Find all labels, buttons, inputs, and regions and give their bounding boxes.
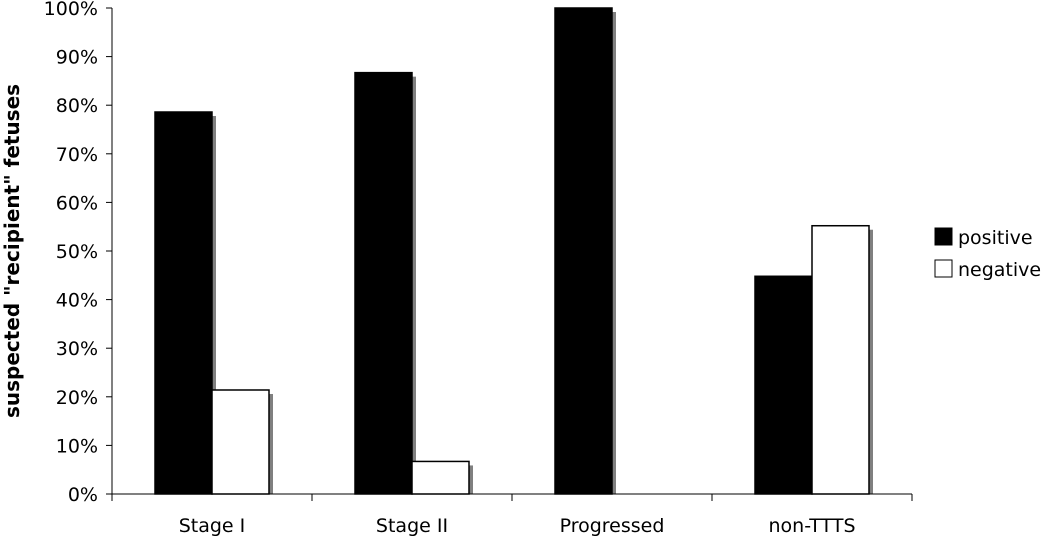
x-category-label: Stage II [376,515,448,537]
bar-positive [554,7,613,495]
y-axis-title: suspected "recipient" fetuses [0,84,24,418]
x-category-label: Progressed [560,515,665,537]
bar-positive [754,275,813,495]
bar-negative [411,460,470,495]
legend-label-negative: negative [958,259,1041,281]
bar-negative [211,389,270,495]
x-category-label: Stage I [179,515,246,537]
bar-negative [811,224,870,495]
legend-label-positive: positive [958,227,1033,249]
y-tick-label: 60% [56,192,98,214]
legend: positive negative [934,227,1041,281]
legend-swatch-negative [934,259,953,278]
y-tick-label: 30% [56,338,98,360]
y-tick-label: 10% [56,435,98,457]
bars-layer [154,7,873,495]
y-tick-label: 40% [56,290,98,312]
y-tick-label: 0% [68,484,98,506]
y-tick-label: 80% [56,95,98,117]
y-tick-label: 20% [56,387,98,409]
bar-positive [354,71,413,495]
bar-positive [154,111,213,495]
y-tick-label: 50% [56,241,98,263]
y-tick-label: 90% [56,47,98,69]
x-category-label: non-TTTS [768,515,855,537]
y-tick-label: 100% [44,0,98,20]
x-categories: Stage I Stage II Progressed non-TTTS [111,494,913,537]
y-tick-label: 70% [56,144,98,166]
y-ticks: 0% 10% 20% 30% 40% 50% 60% 70% 80% 90% 100% [44,0,112,506]
legend-swatch-positive [934,227,953,246]
